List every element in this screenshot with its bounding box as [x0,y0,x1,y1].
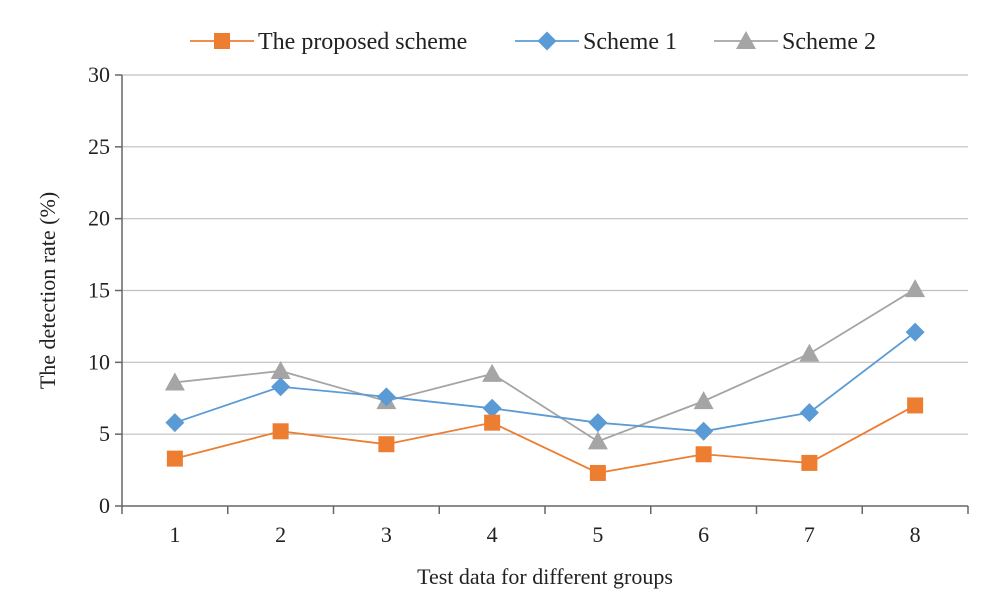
data-point [271,377,291,397]
x-tick-label: 7 [804,522,815,547]
y-tick-label: 20 [88,206,110,231]
data-point [378,436,395,453]
y-axis-title: The detection rate (%) [35,192,60,389]
data-point [588,413,608,433]
y-tick-label: 10 [88,349,110,374]
series-markers [164,279,926,481]
data-point [164,372,185,391]
x-tick-label: 4 [487,522,498,547]
series-line-1 [174,404,916,474]
legend-item: Scheme 1 [515,29,677,55]
legend: The proposed scheme Scheme 1 Scheme 2 [190,29,876,55]
y-tick-label: 0 [99,493,110,518]
y-axis-ticks: 0 5 10 15 20 25 30 [88,62,122,518]
data-point [799,403,819,423]
legend-label: The proposed scheme [258,29,467,55]
series-line-3 [174,288,916,443]
legend-marker [736,31,756,49]
legend-label: Scheme 1 [583,29,677,55]
x-tick-label: 5 [592,522,603,547]
data-point [589,464,606,481]
y-tick-label: 25 [88,134,110,159]
data-point [270,360,291,379]
gridlines [122,74,968,435]
y-tick-label: 30 [88,62,110,87]
data-point [801,454,818,471]
data-point [694,421,714,441]
legend-marker [537,31,557,51]
data-point [907,397,924,414]
legend-label: Scheme 2 [782,29,876,55]
data-point [905,279,926,298]
data-point [482,398,502,418]
x-tick-label: 8 [910,522,921,547]
series-lines [174,288,916,474]
legend-marker [214,33,230,49]
data-point [482,363,503,382]
data-point [905,322,925,342]
data-point [166,450,183,467]
data-point [695,446,712,463]
x-tick-label: 6 [698,522,709,547]
data-point [799,343,820,362]
data-point [693,391,714,410]
x-tick-label: 1 [169,522,180,547]
legend-item: The proposed scheme [190,29,467,55]
x-tick-label: 2 [275,522,286,547]
data-point [376,387,396,407]
data-point [587,431,608,450]
legend-item: Scheme 2 [714,29,876,55]
y-tick-label: 5 [99,421,110,446]
x-tick-label: 3 [381,522,392,547]
y-tick-label: 15 [88,278,110,303]
series-line-2 [174,331,916,433]
data-point [272,423,289,440]
x-axis-title: Test data for different groups [417,564,673,589]
data-point [165,413,185,433]
data-point [484,414,501,431]
x-axis-ticks: 1 2 3 4 5 6 7 8 [121,506,969,547]
